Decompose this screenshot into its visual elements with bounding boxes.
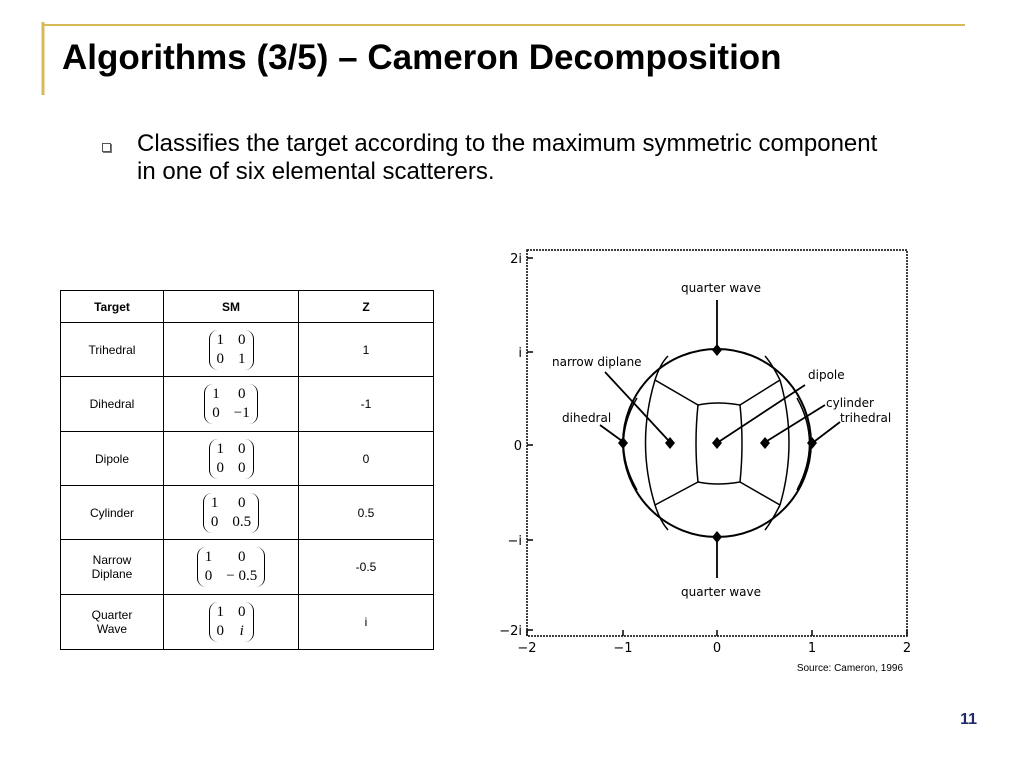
matrix-entry: 1: [216, 440, 225, 457]
sm-cell: 1 0 0 − 0.5: [163, 539, 299, 595]
x-tick-label: 0: [713, 641, 721, 656]
ticks: [526, 257, 908, 636]
matrix-entry: 0: [216, 350, 225, 367]
y-tick-label: 2i: [510, 252, 522, 267]
matrix-entry: − 0.5: [226, 568, 258, 584]
y-tick-label: 0: [514, 439, 522, 454]
marker: [618, 344, 817, 543]
matrix-entry: i: [239, 623, 244, 639]
row: Trihedral 1 0 0 1 1: [60, 322, 434, 377]
z-cell: -0.5: [298, 539, 434, 595]
region: [644, 379, 790, 506]
row: Cylinder 1 0 0 0.5 0.5: [60, 485, 434, 540]
target-cell: Cylinder: [60, 485, 164, 540]
matrix-entry: 0: [216, 459, 225, 476]
row: Dipole 1 0 0 0 0: [60, 431, 434, 486]
source: Source: Cameron, 1996: [797, 663, 904, 674]
sm-cell: 1 0 0 0.5: [163, 485, 299, 540]
matrix-entry: 0: [238, 604, 246, 620]
z-cell: i: [298, 594, 434, 650]
bullet-marker: [102, 143, 111, 152]
matrix: 1 0 0 0.5: [202, 492, 260, 533]
x-tick-label: 2: [903, 641, 911, 656]
column-header: Z: [298, 290, 434, 323]
target-cell: Narrow Diplane: [60, 539, 164, 595]
x-tick-label: −2: [517, 641, 536, 656]
matrix: 1 0 0 − 0.5: [196, 547, 266, 587]
figure-label: dipole: [808, 368, 845, 382]
matrix-entry: −1: [233, 405, 250, 421]
target-cell: Dipole: [60, 431, 164, 486]
matrix-entry: 0: [238, 386, 246, 402]
matrix-entry: 0: [238, 440, 246, 457]
matrix-entry: 0: [238, 494, 246, 511]
target-cell: Trihedral: [60, 322, 164, 377]
arrow: [599, 300, 841, 578]
figure-label: quarter wave: [681, 281, 761, 295]
matrix-entry: 0: [210, 513, 219, 530]
column-header: Target: [60, 290, 164, 323]
figure-label: cylinder: [826, 396, 874, 410]
z-cell: 0.5: [298, 485, 434, 540]
figure-label: dihedral: [562, 411, 611, 425]
title: Algorithms (3/5) – Cameron Decomposition: [62, 38, 782, 77]
z-cell: 0: [298, 431, 434, 486]
matrix-entry: 1: [204, 549, 213, 565]
row: Quarter Wave 1 0 0 i i: [60, 594, 434, 650]
target-cell: Dihedral: [60, 376, 164, 432]
row: Narrow Diplane 1 0 0 − 0.5 -0.5: [60, 539, 434, 595]
region: [654, 355, 781, 531]
table: Target SM Z Trihedral 1 0 0 1 1 Dihedral 1 0 0 −1 -1 Di…: [60, 290, 434, 650]
region: [654, 379, 781, 506]
matrix-entry: 0: [238, 331, 246, 348]
points: [618, 344, 817, 543]
figure-label: trihedral: [840, 411, 891, 425]
z-cell: 1: [298, 322, 434, 377]
x-tick-label: −1: [613, 641, 632, 656]
header-row: Target SM Z: [60, 290, 434, 323]
matrix-entry: 0.5: [232, 513, 252, 530]
page-number: 11: [960, 711, 977, 728]
matrix-entry: 1: [216, 604, 225, 620]
y-tick-label: −i: [507, 534, 522, 549]
matrix: 1 0 0 −1: [204, 384, 258, 424]
column-header: SM: [163, 290, 299, 323]
x-tick-label: 1: [808, 641, 816, 656]
bullet: Classifies the target according to the m…: [137, 130, 878, 185]
y-tick-label: −2i: [499, 624, 522, 639]
matrix-entry: 1: [212, 386, 220, 402]
matrix-entry: 0: [238, 459, 246, 476]
matrix-entry: 0: [216, 623, 225, 639]
matrix-entry: 1: [238, 350, 246, 367]
y-tick-label: i: [518, 346, 522, 361]
z-cell: -1: [298, 376, 434, 432]
target-cell: Quarter Wave: [60, 594, 164, 650]
sm-cell: 1 0 0 −1: [163, 376, 299, 432]
matrix-entry: 0: [212, 405, 220, 421]
matrix-entry: 1: [216, 331, 225, 348]
matrix-entry: 1: [210, 494, 219, 511]
figure-label: narrow diplane: [552, 355, 642, 369]
matrix-entry: 0: [238, 549, 246, 565]
figure-label: quarter wave: [681, 585, 761, 599]
matrix-entry: 0: [204, 568, 213, 584]
row: Dihedral 1 0 0 −1 -1: [60, 376, 434, 432]
